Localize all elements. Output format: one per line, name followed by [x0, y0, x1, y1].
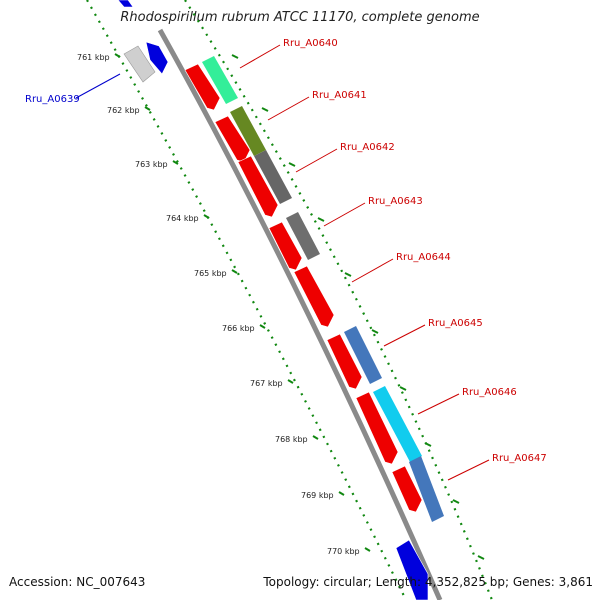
topology-label: Topology: circular; Length: 4,352,825 bp… [263, 575, 593, 589]
cog-feature-bar[interactable] [230, 106, 266, 156]
genome-backbone [157, 28, 443, 600]
scale-label: 765 kbp [194, 269, 227, 278]
label-leader-line [383, 324, 426, 347]
scale-tick [344, 272, 352, 277]
scale-label: 767 kbp [250, 379, 283, 388]
label-leader-line [323, 202, 366, 227]
gene-labels: Rru_A0639 Rru_A0640 Rru_A0641 Rru_A0642 Rru_… [25, 38, 547, 464]
scale-tick [261, 107, 269, 112]
gene-track [117, 0, 429, 600]
gene-arrow[interactable] [237, 155, 279, 218]
scale-tick [259, 324, 266, 329]
cog-feature-bar[interactable] [254, 150, 292, 204]
scale-label: 764 kbp [166, 214, 199, 223]
gene-label[interactable]: Rru_A0646 [462, 387, 517, 398]
label-leader-lines [75, 44, 490, 481]
scale-tick [371, 329, 379, 334]
label-leader-line [239, 44, 281, 69]
map-title: Rhodospirillum rubrum ATCC 11170, comple… [120, 10, 480, 25]
label-leader-line [447, 459, 490, 481]
scale-label: 766 kbp [222, 324, 255, 333]
outer-tick-track [184, 0, 494, 600]
scale-tick [312, 435, 319, 440]
gene-arrow[interactable] [293, 265, 335, 328]
scale-tick [364, 547, 371, 552]
scale-label: 763 kbp [135, 160, 168, 169]
gene-label[interactable]: Rru_A0642 [340, 142, 395, 153]
scale-tick [144, 106, 151, 111]
scale-tick [477, 555, 485, 560]
scale-label: 769 kbp [301, 491, 334, 500]
label-leader-line [267, 96, 310, 121]
accession-label: Accession: NC_007643 [9, 575, 146, 589]
gene-label[interactable]: Rru_A0641 [312, 90, 367, 101]
gene-arrow[interactable] [184, 63, 221, 111]
scale-tick [231, 54, 239, 59]
cog-feature-track [202, 56, 444, 522]
gene-label[interactable]: Rru_A0643 [368, 196, 423, 207]
scale-tick [288, 162, 296, 167]
scale-tick [172, 160, 179, 165]
scale-labels: 761 kbp 762 kbp 763 kbp 764 kbp 765 kbp 766 k… [77, 53, 360, 556]
scale-label: 762 kbp [107, 106, 140, 115]
gene-arrow[interactable] [145, 41, 169, 75]
gene-arrow[interactable] [326, 333, 363, 390]
scale-tick [317, 217, 325, 222]
scale-label: 761 kbp [77, 53, 110, 62]
cog-feature-bar[interactable] [409, 456, 444, 522]
gene-arrow[interactable] [395, 539, 429, 600]
scale-label: 768 kbp [275, 435, 308, 444]
gene-arrow[interactable] [355, 391, 399, 465]
scale-tick [399, 386, 407, 391]
label-leader-line [75, 73, 121, 99]
scale-tick [231, 269, 238, 274]
inner-tick-track [86, 0, 407, 600]
gene-label[interactable]: Rru_A0644 [396, 252, 451, 263]
cog-feature-bar[interactable] [202, 56, 238, 104]
gene-arrow[interactable] [117, 0, 134, 8]
label-leader-line [417, 393, 460, 415]
cog-feature-bar[interactable] [344, 326, 382, 384]
cog-feature-bar[interactable] [286, 212, 320, 260]
gene-label[interactable]: Rru_A0647 [492, 453, 547, 464]
gene-arrow[interactable] [391, 465, 423, 513]
gene-arrow[interactable] [214, 115, 251, 163]
gene-arrow[interactable] [268, 221, 303, 271]
gene-label[interactable]: Rru_A0645 [428, 318, 483, 329]
scale-tick [114, 53, 121, 58]
scale-tick [287, 379, 294, 384]
scale-ticks [114, 53, 485, 560]
scale-tick [452, 499, 460, 504]
label-leader-line [351, 258, 394, 283]
gene-label[interactable]: Rru_A0640 [283, 38, 338, 49]
scale-tick [338, 491, 345, 496]
cog-feature-bar[interactable] [373, 386, 422, 462]
label-leader-line [295, 148, 338, 173]
scale-tick [424, 442, 432, 447]
gene-label[interactable]: Rru_A0639 [25, 94, 80, 105]
gene-arrow[interactable] [123, 45, 156, 83]
scale-tick [203, 214, 210, 219]
scale-label: 770 kbp [327, 547, 360, 556]
